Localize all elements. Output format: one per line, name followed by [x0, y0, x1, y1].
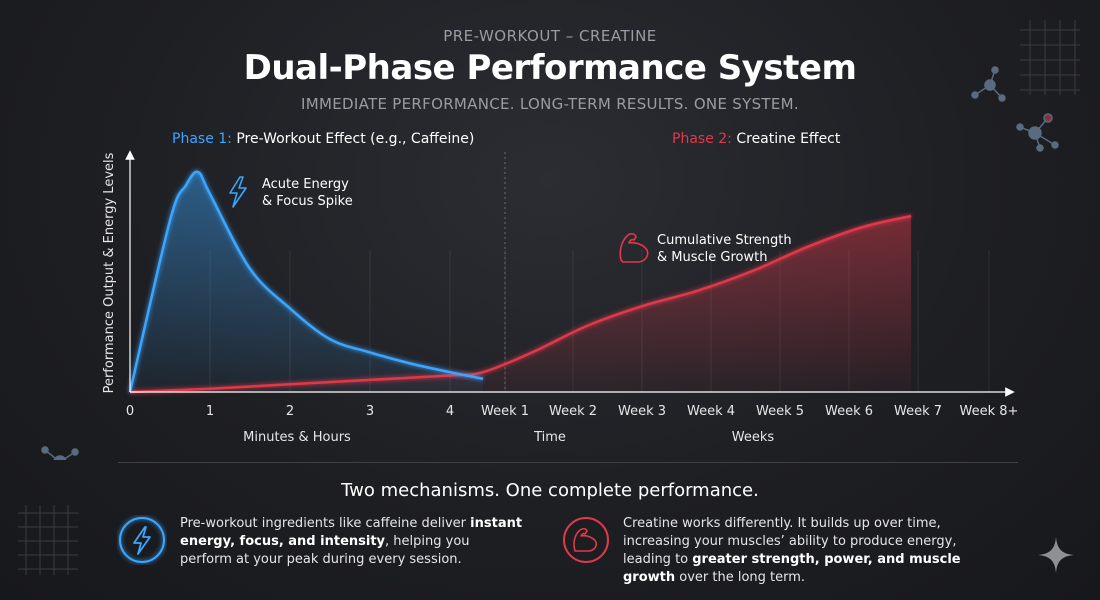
phase-2-label: Phase 2: Creatine Effect	[672, 131, 840, 147]
creatine-desc-bold: greater strength, power, and muscle grow…	[623, 552, 961, 585]
x-tick-label: 1	[206, 404, 214, 419]
x-tick-label: 4	[446, 404, 454, 419]
y-axis-label: Performance Output & Energy Levels	[102, 152, 117, 393]
creatine-area	[130, 216, 912, 392]
spike-annotation-line2: & Focus Spike	[262, 194, 353, 209]
lightning-icon	[119, 517, 165, 563]
sparkle-icon	[1038, 537, 1074, 573]
pre-workout-desc-pre: Pre-workout ingredients like caffeine de…	[180, 516, 471, 531]
pre-workout-area	[130, 171, 483, 392]
x-tick-label: Week 4	[687, 404, 735, 419]
growth-annotation-line2: & Muscle Growth	[657, 250, 767, 265]
x-tick-label: 0	[126, 404, 134, 419]
x-tick-label: Week 7	[894, 404, 942, 419]
page-subtitle: IMMEDIATE PERFORMANCE. LONG-TERM RESULTS…	[301, 95, 799, 113]
molecule-icon-top-right	[971, 66, 1006, 102]
pre-workout-description: Pre-workout ingredients like caffeine de…	[180, 515, 525, 569]
creatine-desc-post: over the long term.	[675, 570, 806, 585]
molecule-icon-left	[41, 446, 79, 460]
phase-1-label: Phase 1: Pre-Workout Effect (e.g., Caffe…	[172, 131, 474, 147]
phase-2-number: Phase 2:	[672, 131, 732, 147]
growth-annotation-line1: Cumulative Strength	[657, 233, 792, 248]
phase-1-text: Pre-Workout Effect (e.g., Caffeine)	[236, 131, 475, 147]
eyebrow-text: PRE-WORKOUT – CREATINE	[443, 27, 657, 45]
x-tick-label: Week 8+	[960, 404, 1019, 419]
molecule-icon-right	[1016, 113, 1059, 152]
creatine-description: Creatine works differently. It builds up…	[623, 515, 1008, 587]
x-group-label-minutes: Minutes & Hours	[243, 430, 351, 445]
x-tick-label: Week 2	[549, 404, 597, 419]
x-group-label-time: Time	[533, 430, 566, 445]
x-tick-labels: 0 1 2 3 4 Week 1 Week 2 Week 3 Week 4 Week 5 Week …	[126, 404, 1019, 419]
performance-chart: Performance Output & Energy Levels 0 1 2 3 4…	[41, 20, 1080, 460]
spike-annotation-line1: Acute Energy	[262, 177, 349, 192]
x-tick-label: Week 5	[756, 404, 804, 419]
lightning-icon	[229, 176, 247, 208]
pre-workout-desc-bold: instant energy, focus, and intensity	[180, 516, 523, 549]
page-title: Dual-Phase Performance System	[243, 48, 857, 88]
phase-2-text: Creatine Effect	[736, 131, 841, 147]
x-group-label-weeks: Weeks	[732, 430, 775, 445]
x-tick-label: Week 6	[825, 404, 873, 419]
creatine-desc-pre: Creatine works differently. It builds up…	[623, 516, 957, 567]
bottom-heading: Two mechanisms. One complete performance…	[341, 480, 759, 501]
grid-decoration-top-right	[1020, 20, 1080, 95]
creatine-line	[129, 214, 912, 394]
phase-1-number: Phase 1:	[172, 131, 232, 147]
section-divider	[118, 462, 1018, 463]
pre-workout-desc-post: , helping you perform at your peak durin…	[180, 534, 470, 567]
x-tick-label: Week 3	[618, 404, 666, 419]
x-tick-label: 2	[286, 404, 294, 419]
x-tick-label: Week 1	[481, 404, 529, 419]
x-tick-label: 3	[366, 404, 374, 419]
grid-decoration-bottom-left	[18, 505, 78, 575]
pre-workout-line	[128, 170, 484, 393]
flexed-arm-icon	[563, 517, 609, 563]
flexed-arm-icon	[619, 233, 649, 263]
